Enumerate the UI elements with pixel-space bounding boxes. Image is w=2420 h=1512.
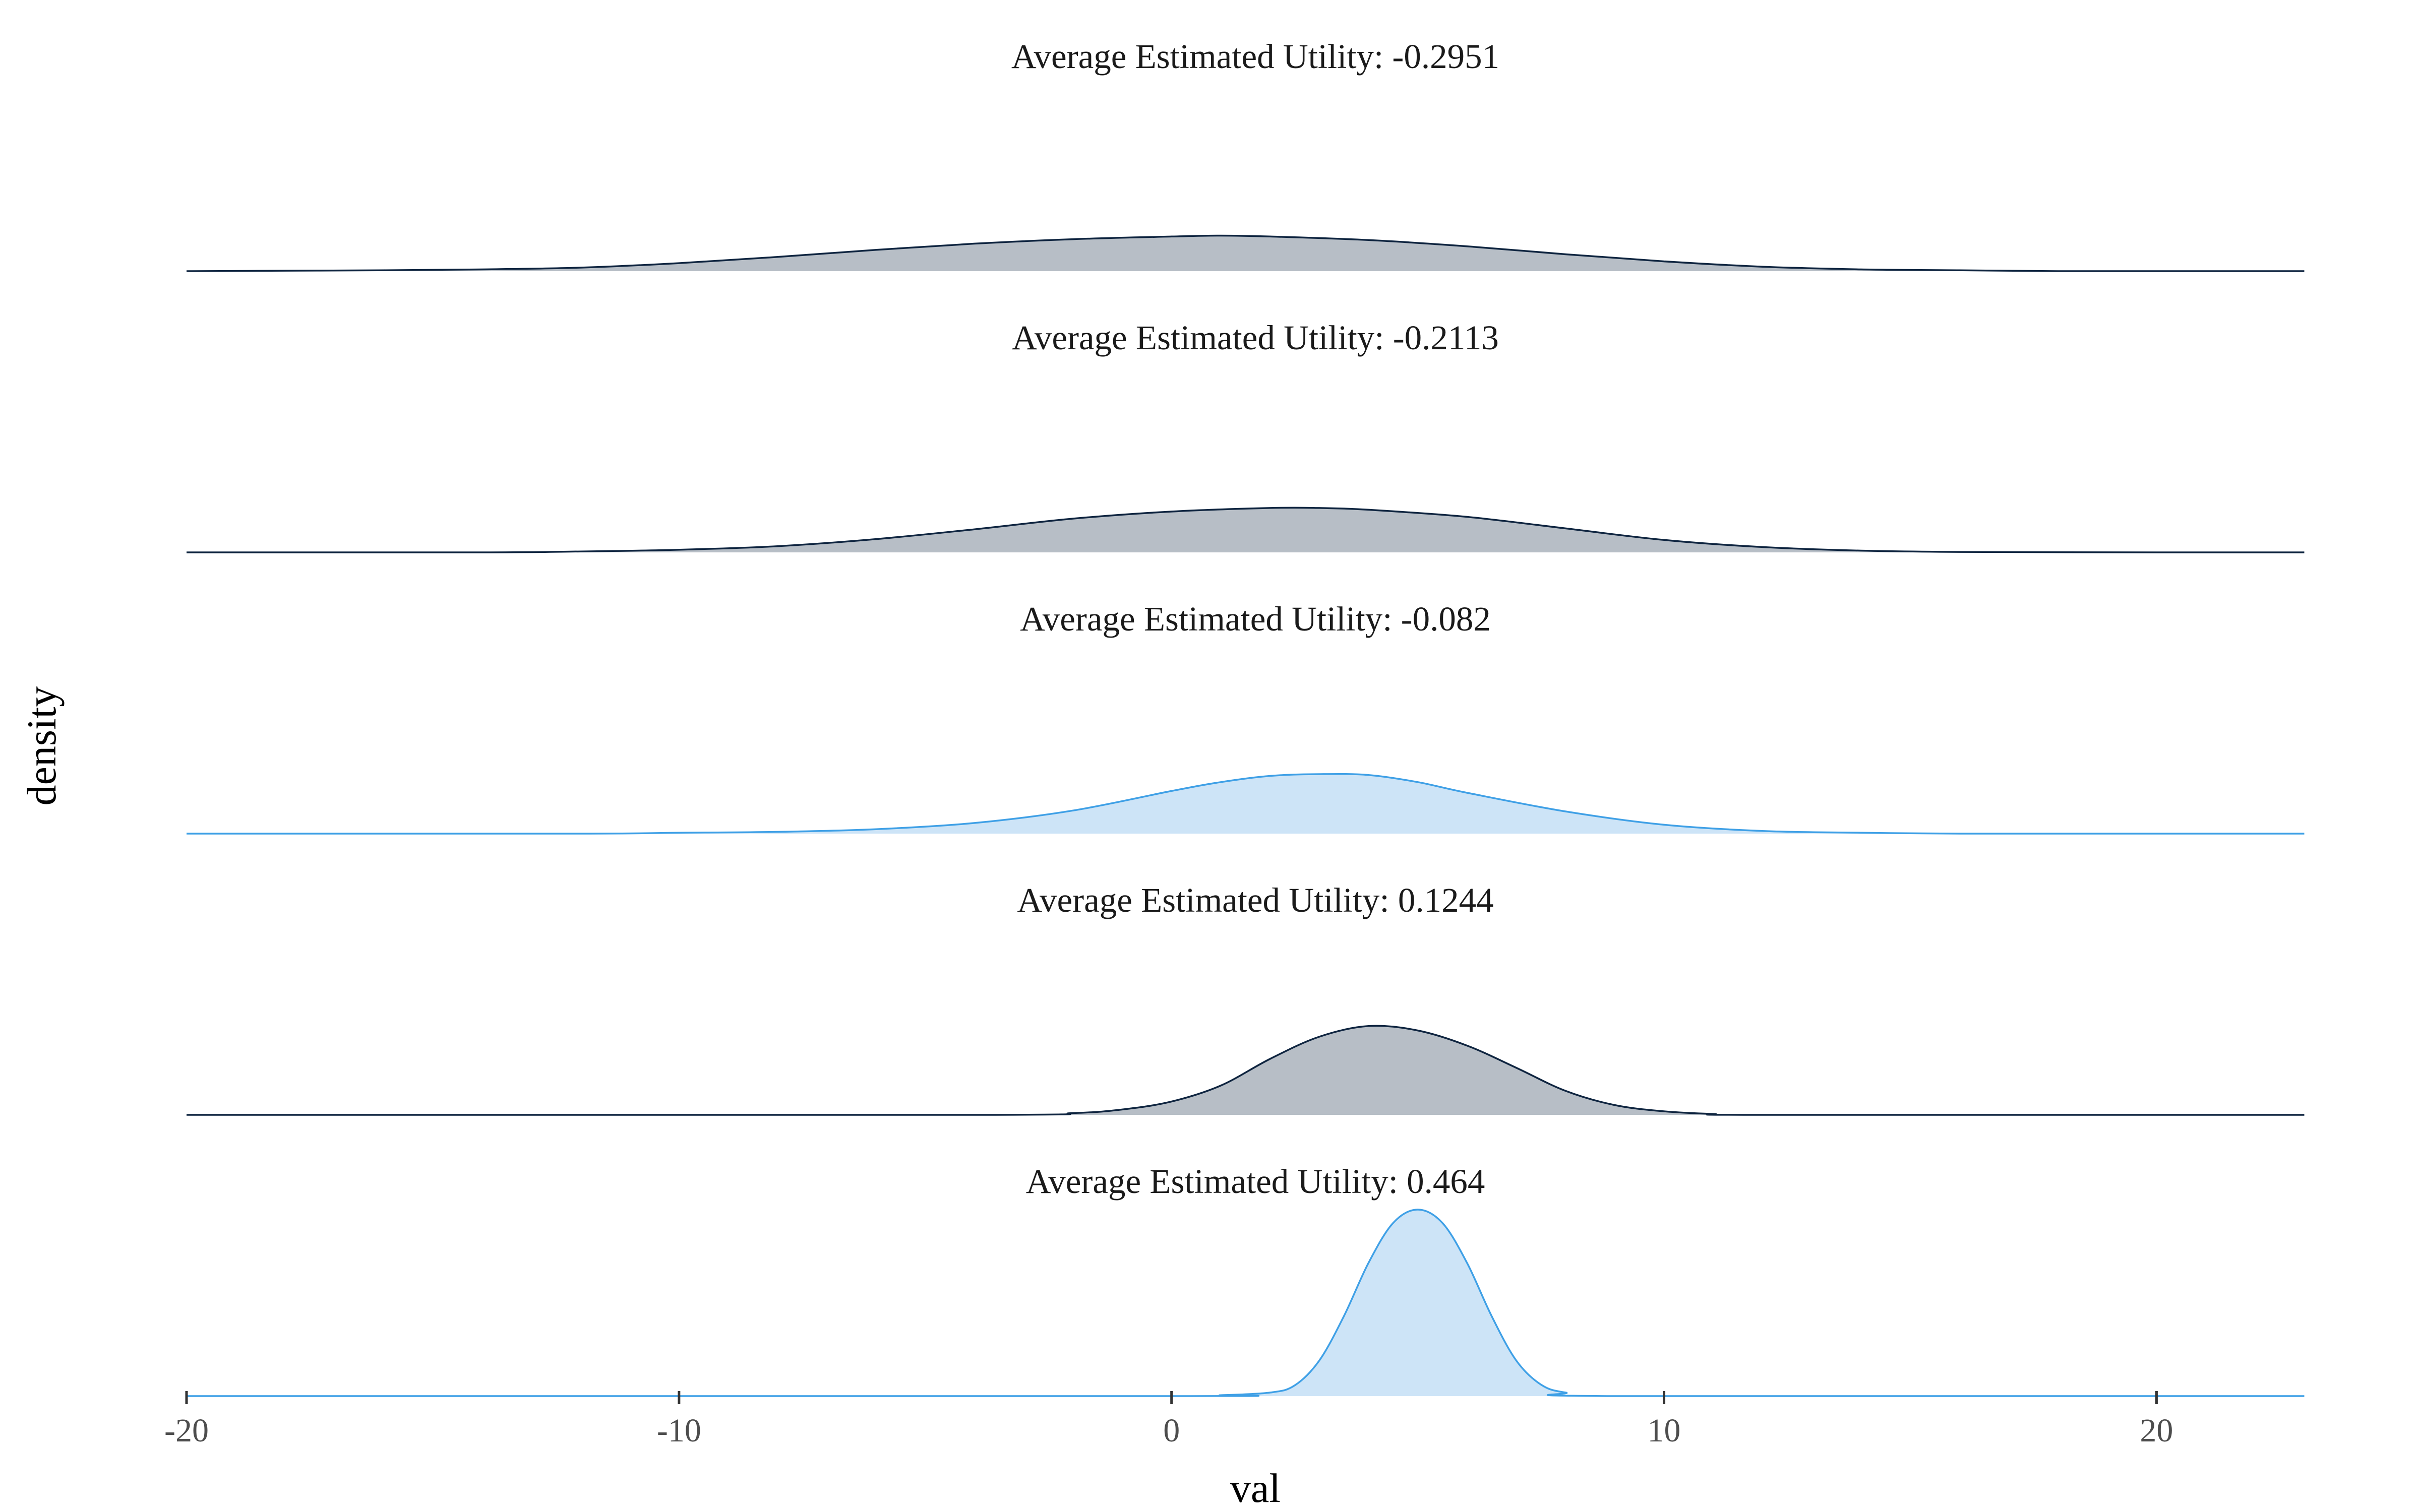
density-line: [186, 1209, 2305, 1397]
x-tick-label: -20: [164, 1412, 209, 1449]
density-line: [186, 507, 2305, 553]
facet-panel: Average Estimated Utility: 0.1244: [187, 881, 2305, 1116]
x-tick-label: 10: [1648, 1412, 1681, 1449]
x-tick-label: -10: [657, 1412, 701, 1449]
density-area: [187, 508, 2305, 552]
y-axis-title: density: [19, 686, 65, 806]
density-line: [186, 234, 2305, 272]
facet-title: Average Estimated Utility: -0.2951: [1011, 37, 1499, 76]
x-tick-label: 20: [2140, 1412, 2173, 1449]
facet-title: Average Estimated Utility: -0.082: [1020, 600, 1491, 638]
facet-title: Average Estimated Utility: 0.1244: [1017, 881, 1493, 919]
facet-title: Average Estimated Utility: 0.464: [1026, 1162, 1485, 1201]
density-area: [187, 774, 2305, 834]
density-line: [187, 1025, 2305, 1116]
density-line: [187, 773, 2305, 835]
facet-panel: Average Estimated Utility: 0.464: [186, 1162, 2305, 1397]
density-area: [187, 1210, 2305, 1396]
facet-panel: Average Estimated Utility: -0.082: [187, 600, 2305, 835]
x-axis-title: val: [1230, 1465, 1281, 1511]
density-area: [187, 235, 2305, 271]
x-tick-label: 0: [1163, 1412, 1180, 1449]
facet-panel: Average Estimated Utility: -0.2113: [186, 319, 2305, 553]
facet-title: Average Estimated Utility: -0.2113: [1012, 319, 1499, 357]
facet-panels: Average Estimated Utility: -0.2951 Averag…: [186, 37, 2305, 1397]
facet-panel: Average Estimated Utility: -0.2951: [186, 37, 2305, 272]
density-area: [187, 1026, 2305, 1115]
x-axis: -20 -10 0 10 20: [164, 1391, 2173, 1449]
